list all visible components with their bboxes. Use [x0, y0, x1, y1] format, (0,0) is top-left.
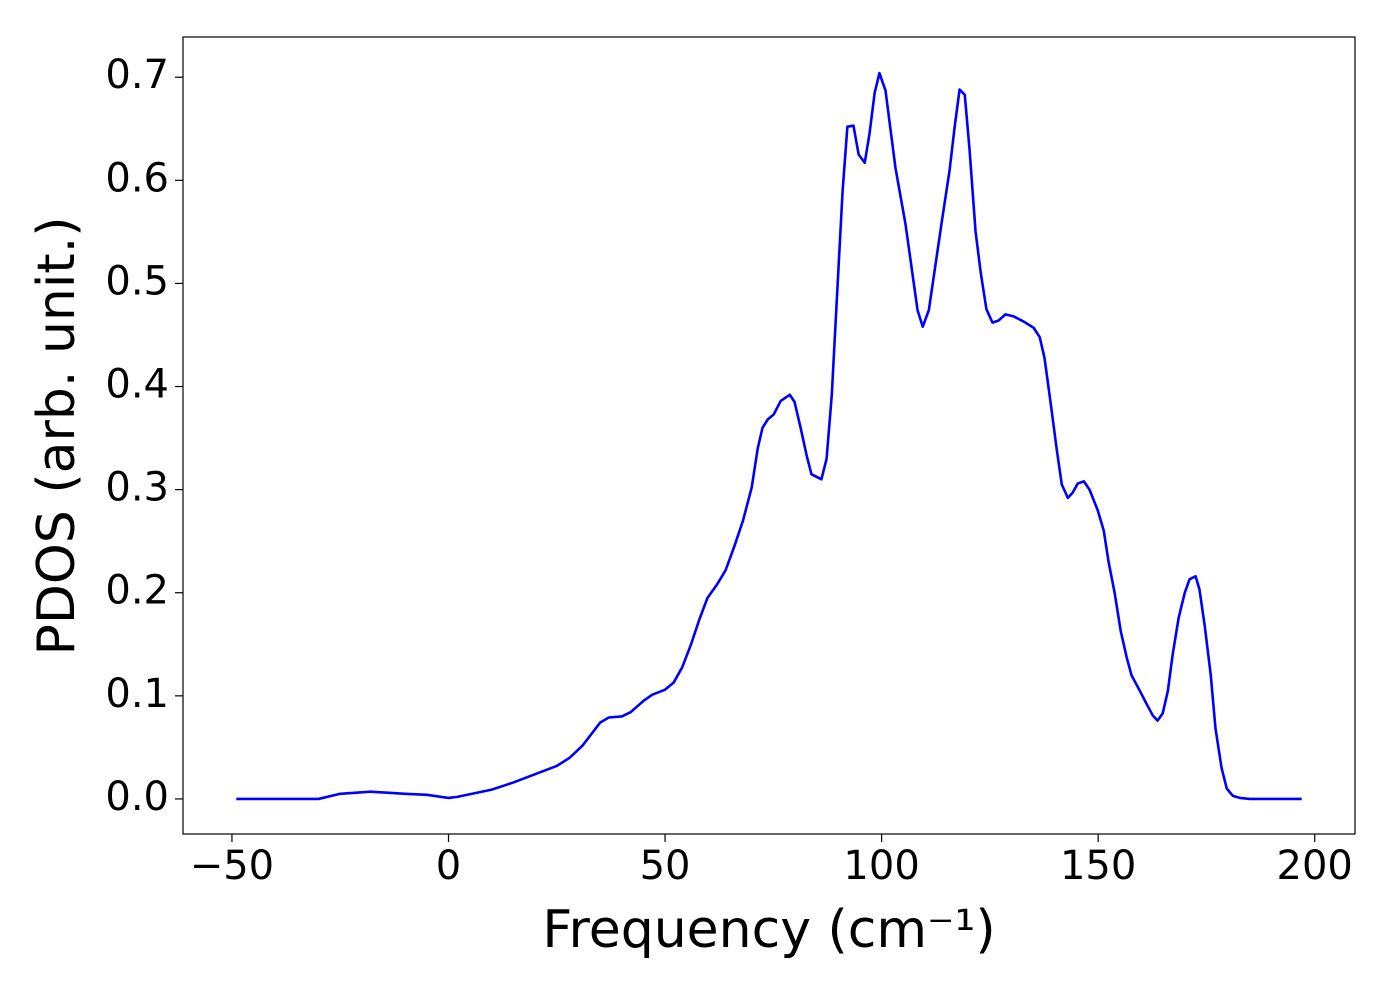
x-tick-label: 200 — [1277, 843, 1353, 889]
y-tick-label: 0.5 — [105, 258, 169, 304]
data-line — [236, 71, 1302, 801]
x-tick-label: −50 — [190, 843, 274, 889]
y-tick-label: 0.4 — [105, 362, 169, 408]
y-tick-label: 0.7 — [105, 52, 169, 98]
x-tick-label: 0 — [436, 843, 461, 889]
y-axis-label: PDOS (arb. unit.) — [27, 216, 87, 655]
y-tick-label: 0.0 — [105, 774, 169, 820]
plot-frame — [182, 36, 1356, 835]
y-tick-label: 0.1 — [105, 671, 169, 717]
x-tick-label: 150 — [1060, 843, 1136, 889]
x-axis-label: Frequency (cm⁻¹) — [542, 900, 995, 960]
y-tick-label: 0.3 — [105, 465, 169, 511]
y-tick-label: 0.2 — [105, 568, 169, 614]
x-tick-label: 100 — [843, 843, 919, 889]
x-tick-label: 50 — [640, 843, 691, 889]
y-tick-label: 0.6 — [105, 155, 169, 201]
